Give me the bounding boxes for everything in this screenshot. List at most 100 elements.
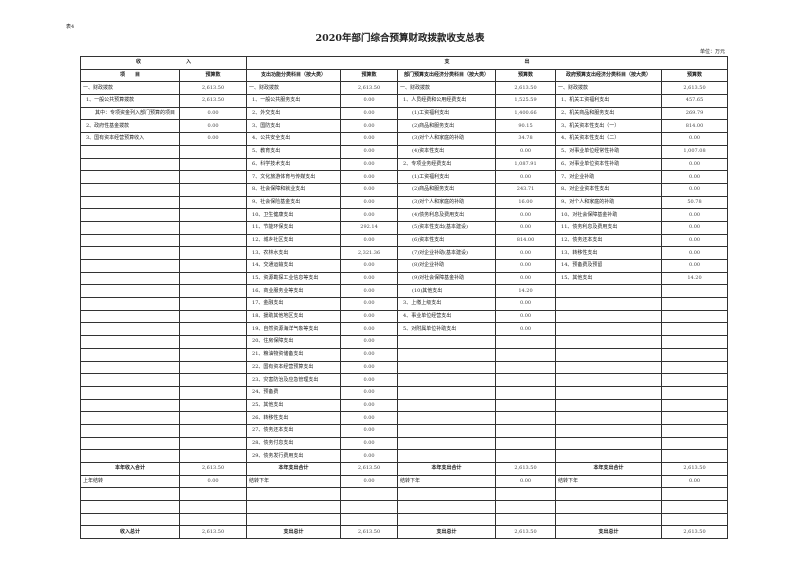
table-row: 24、预备费 0.00 [80,385,729,400]
empty-cell [555,487,663,502]
func-item-label: 20、住房保障支出 [246,335,342,349]
func-item-label: 17、金融支出 [246,297,342,311]
carry-out-value: 0.00 [495,474,557,489]
dept-econ-item-value: 0.00 [495,220,557,235]
dept-econ-item-label [397,335,497,349]
expense-year-value: 2,613.50 [340,462,399,476]
func-item-label: 29、债务发行费用支出 [246,449,342,463]
func-item-label: 16、商业服务业等支出 [246,284,342,299]
income-item-value [178,170,248,184]
column-header-row: 项 目 预算数 支出功能分类科目（按大类） 预算数 部门预算支出经济分类科目（按… [80,68,729,83]
func-item-value: 2,613.50 [340,81,399,96]
carry-out-value: 0.00 [661,474,729,489]
income-item-value [178,157,248,172]
income-item-value [178,436,248,451]
gov-econ-item-value: 1,007.08 [661,144,729,159]
income-item-value [178,220,248,235]
gov-econ-item-label [555,335,663,349]
func-item-value: 0.00 [340,423,399,438]
income-item-value [178,423,248,438]
income-item-value [178,360,248,375]
table-row: 13、农林水支出 2,321.36 (7)对企业补助(基本建设) 0.00 13、转移性… [80,246,729,260]
table-row: 14、交通运输支出 0.00 (8)对企业补助 0.00 14、预备费及预留 0.00 [80,259,729,273]
dept-econ-item-label: (6)资本性支出 [397,233,497,248]
gov-econ-item-label: 12、债务还本支出 [555,233,663,248]
dept-econ-item-label: 3、上缴上级支出 [397,297,497,311]
table-row: 21、粮油物资储备支出 0.00 [80,347,729,362]
empty-cell [495,500,557,514]
dept-econ-item-label [397,373,497,387]
func-item-value: 0.00 [340,360,399,375]
gov-econ-item-value [661,297,729,311]
table-row: 9、社会保险基金支出 0.00 (3)对个人和家庭的补助 16.00 9、对个人和家庭的… [80,195,729,210]
col-header-item: 项 目 [80,68,180,83]
expense-year-label: 本年支出合计 [555,462,663,476]
table-row: 6、科学技术支出 0.00 2、专项业务经费支出 1,087.91 6、对事业单位资本性… [80,157,729,172]
income-item-label [80,423,180,438]
col-header-gov-econ: 政府预算支出经济分类科目（按大类） [555,68,663,83]
dept-econ-item-value: 0.00 [495,322,557,337]
income-item-label [80,157,180,172]
func-item-label: 24、预备费 [246,385,342,400]
func-item-value: 0.00 [340,309,399,324]
dept-econ-item-value: 0.00 [495,297,557,311]
dept-econ-item-label [397,385,497,400]
income-item-label: 其中：专项资金列入部门预算的项目 [80,106,180,121]
func-item-value: 0.00 [340,157,399,172]
func-item-value: 0.00 [340,449,399,463]
func-item-label: 11、节能环保支出 [246,220,342,235]
dept-econ-item-label: (4)资本性支出 [397,144,497,159]
income-item-value [178,246,248,260]
dept-econ-item-label: 5、对附属单位补助支出 [397,322,497,337]
dept-econ-item-value [495,449,557,463]
group-header-row: 收 入 支 出 [79,56,729,70]
gov-econ-item-value: 0.00 [661,220,729,235]
income-item-label [80,411,180,425]
gov-econ-item-value [661,449,729,463]
income-item-label [80,373,180,387]
gov-econ-item-label: 10、对社会保障基金补助 [555,208,663,222]
dept-econ-item-value: 243.71 [495,182,557,197]
dept-econ-item-label [397,398,497,413]
income-item-value: 0.00 [178,119,248,134]
func-item-value: 0.00 [340,373,399,387]
income-item-value [178,449,248,463]
func-item-value: 0.00 [340,271,399,286]
income-total-label: 收入总计 [80,525,180,540]
dept-econ-item-value: 0.00 [495,144,557,159]
gov-econ-item-value: 0.00 [661,208,729,222]
func-item-value: 0.00 [340,170,399,184]
dept-econ-item-value: 0.00 [495,170,557,184]
income-item-label [80,233,180,248]
gov-econ-item-value: 0.00 [661,182,729,197]
func-item-label: 9、社会保险基金支出 [246,195,342,210]
func-item-value: 0.00 [340,233,399,248]
empty-row [80,487,729,502]
empty-cell [397,500,497,514]
table-row: 20、住房保障支出 0.00 [80,335,729,349]
dept-econ-item-value [495,373,557,387]
table-row: 2、政府性基金拨款 0.00 3、国防支出 0.00 (2)商品和服务支出 90.15 3、… [80,119,729,134]
gov-econ-item-value: 269.79 [661,106,729,121]
empty-cell [495,512,557,527]
expense-total-value: 2,613.50 [495,525,557,540]
dept-econ-item-value [495,436,557,451]
dept-econ-item-value: 0.00 [495,259,557,273]
func-item-label: 25、其他支出 [246,398,342,413]
dept-econ-item-label: 一、财政拨款 [397,81,497,96]
func-item-value: 0.00 [340,297,399,311]
func-item-value: 0.00 [340,385,399,400]
gov-econ-item-label: 7、对企业补助 [555,170,663,184]
gov-econ-item-value: 2,613.50 [661,81,729,96]
func-item-label: 6、科学技术支出 [246,157,342,172]
func-item-value: 0.00 [340,195,399,210]
income-item-label: 2、政府性基金拨款 [80,119,180,134]
income-item-value: 0.00 [178,106,248,121]
dept-econ-item-label: (8)对企业补助 [397,259,497,273]
gov-econ-item-label [555,309,663,324]
gov-econ-item-label [555,297,663,311]
func-item-value: 0.00 [340,322,399,337]
income-item-label [80,246,180,260]
income-item-value [178,373,248,387]
dept-econ-item-label [397,436,497,451]
